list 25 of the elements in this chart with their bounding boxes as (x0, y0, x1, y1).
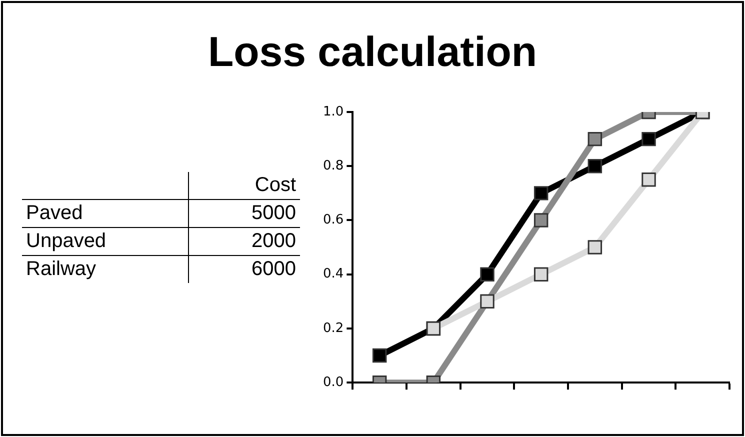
y-tick-label: 0.2 (322, 320, 344, 336)
y-tick-label: 1.0 (322, 104, 344, 120)
y-tick-label: 0.0 (322, 374, 344, 390)
y-tick-label: 0.8 (322, 158, 344, 174)
category-label: Railway (22, 256, 189, 283)
point (642, 132, 656, 146)
data-label: 2000 (188, 228, 300, 256)
point (480, 267, 494, 282)
point (480, 294, 494, 309)
point (588, 132, 602, 146)
chart-title: Loss calculation (206, 28, 538, 76)
category-label: Unpaved (22, 228, 189, 256)
point (588, 240, 602, 254)
text: Cost (188, 172, 300, 200)
point (642, 172, 656, 187)
category-label: Paved (22, 200, 189, 228)
point (372, 348, 387, 363)
point (534, 213, 548, 228)
data-label: 5000 (188, 200, 300, 228)
point (534, 267, 548, 282)
point (588, 159, 602, 174)
data-label: 6000 (188, 256, 300, 283)
point (534, 186, 548, 200)
y-tick-label: 0.6 (322, 212, 344, 228)
y-tick-label: 0.4 (322, 266, 344, 282)
